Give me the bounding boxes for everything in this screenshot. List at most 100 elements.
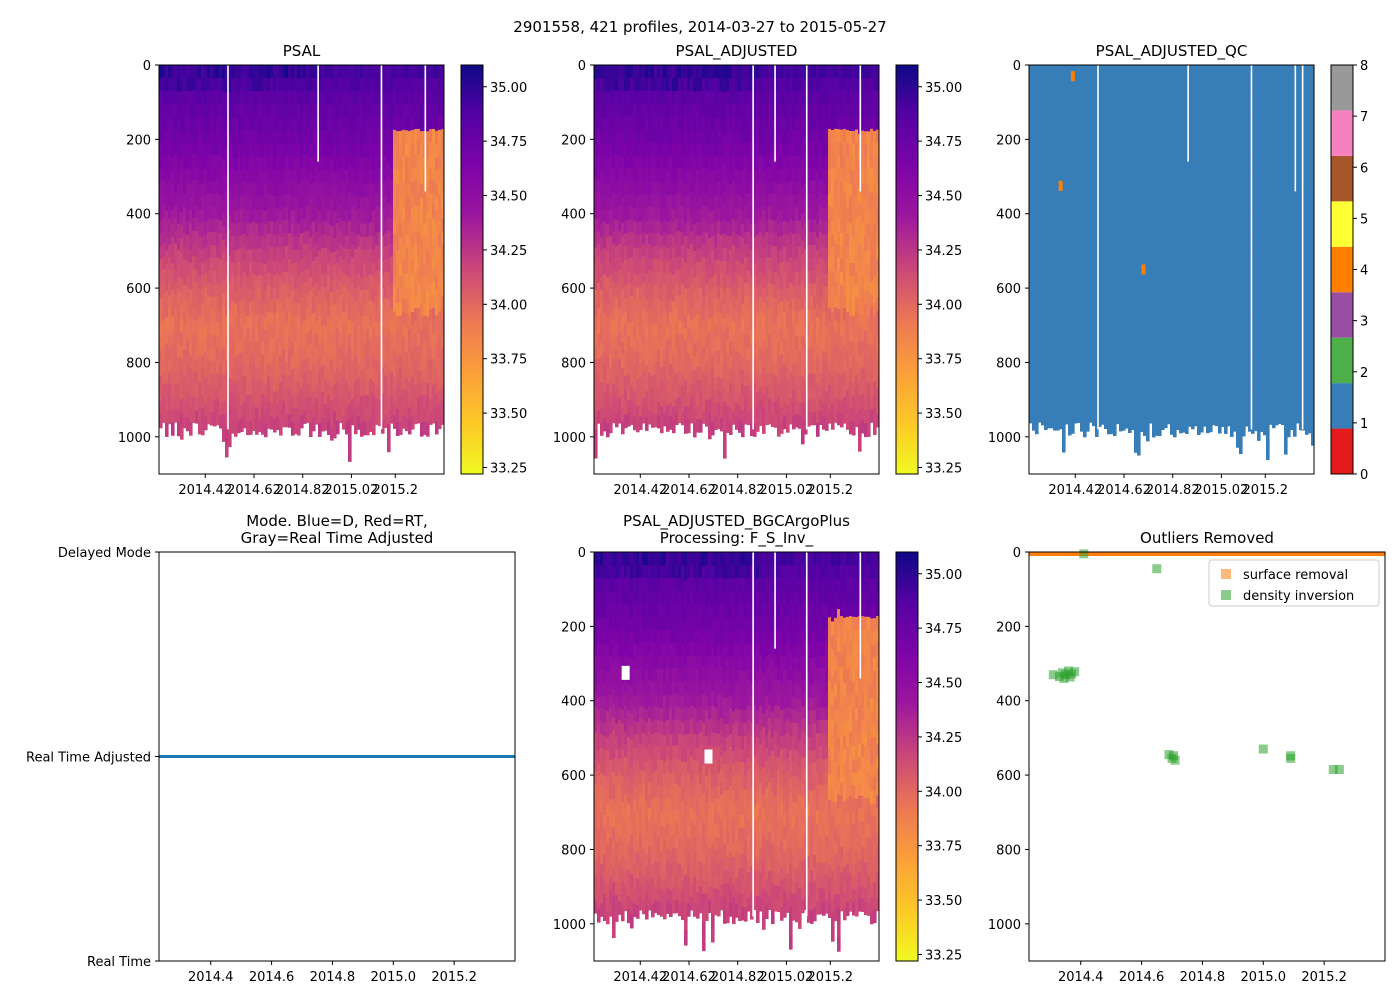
- heatmap-cell: [603, 208, 607, 223]
- heatmap-cell: [624, 259, 628, 273]
- heatmap-cell: [381, 170, 385, 184]
- heatmap-cell: [384, 181, 388, 196]
- heatmap-cell: [786, 287, 790, 302]
- heatmap-cell: [168, 372, 172, 386]
- heatmap-cell: [702, 256, 706, 271]
- heatmap-cell: [825, 417, 829, 431]
- heatmap-cell: [159, 194, 163, 209]
- heatmap-cell: [636, 195, 640, 210]
- heatmap-cell: [378, 399, 382, 414]
- heatmap-cell: [333, 291, 337, 306]
- heatmap-cell: [426, 369, 430, 384]
- heatmap-cell: [828, 218, 832, 232]
- heatmap-cell: [729, 368, 733, 383]
- heatmap-cell: [657, 155, 661, 170]
- heatmap-cell: [369, 313, 373, 328]
- heatmap-cell: [642, 307, 646, 322]
- heatmap-cell: [165, 144, 169, 159]
- heatmap-cell: [696, 235, 700, 250]
- heatmap-cell: [765, 193, 769, 207]
- heatmap-cell: [828, 269, 832, 283]
- heatmap-cell: [660, 366, 664, 381]
- heatmap-cell: [348, 220, 352, 236]
- heatmap-cell: [192, 179, 196, 194]
- heatmap-cell: [399, 196, 403, 211]
- heatmap-cell: [165, 224, 169, 238]
- heatmap-cell: [315, 347, 319, 361]
- heatmap-cell: [336, 183, 340, 198]
- heatmap-cell: [636, 130, 640, 145]
- heatmap-cell: [666, 78, 670, 92]
- heatmap-cell: [315, 218, 319, 233]
- heatmap-cell: [657, 337, 661, 351]
- heatmap-cell: [237, 117, 241, 132]
- heatmap-cell: [345, 275, 349, 290]
- heatmap-cell: [672, 65, 676, 79]
- heatmap-cell: [273, 392, 277, 407]
- heatmap-cell: [363, 315, 367, 330]
- heatmap-cell: [675, 103, 679, 117]
- heatmap-cell: [336, 209, 340, 224]
- heatmap-cell: [384, 401, 388, 416]
- heatmap-cell: [402, 311, 406, 325]
- heatmap-cell: [831, 390, 835, 404]
- heatmap-cell: [723, 191, 727, 206]
- heatmap-cell: [165, 250, 169, 265]
- heatmap-cell: [306, 192, 310, 206]
- heatmap-cell: [213, 284, 217, 298]
- heatmap-cell: [210, 322, 214, 336]
- heatmap-cell: [186, 78, 190, 92]
- heatmap-cell: [216, 399, 220, 413]
- heatmap-cell: [729, 91, 733, 106]
- heatmap-cell: [258, 300, 262, 315]
- heatmap-cell: [633, 312, 637, 327]
- heatmap-cell: [738, 196, 742, 210]
- heatmap-cell: [801, 349, 805, 364]
- heatmap-cell: [813, 373, 817, 387]
- heatmap-cell: [180, 171, 184, 186]
- heatmap-cell: [789, 334, 793, 348]
- heatmap-cell: [696, 117, 700, 132]
- heatmap-cell: [321, 117, 325, 131]
- heatmap-cell: [177, 422, 181, 437]
- heatmap-cell: [411, 221, 415, 235]
- heatmap-cell: [801, 186, 805, 201]
- heatmap-cell: [831, 273, 835, 287]
- heatmap-cell: [636, 209, 640, 223]
- heatmap-cell: [651, 181, 655, 195]
- heatmap-cell: [804, 302, 808, 316]
- heatmap-cell: [675, 193, 679, 207]
- heatmap-cell: [723, 121, 727, 136]
- heatmap-cell: [684, 393, 688, 408]
- heatmap-cell: [621, 407, 625, 422]
- heatmap-cell: [612, 256, 616, 270]
- heatmap-cell: [222, 199, 226, 214]
- heatmap-cell: [597, 295, 601, 309]
- heatmap-cell: [234, 184, 238, 199]
- heatmap-cell: [423, 196, 427, 211]
- heatmap-cell: [732, 65, 736, 79]
- heatmap-cell: [606, 197, 610, 212]
- heatmap-cell: [684, 143, 688, 158]
- heatmap-cell: [648, 359, 652, 374]
- heatmap-cell: [294, 130, 298, 145]
- heatmap-cell: [681, 244, 685, 259]
- heatmap-cell: [603, 195, 607, 210]
- heatmap-cell: [411, 351, 415, 365]
- heatmap-cell: [636, 182, 640, 197]
- heatmap-cell: [747, 142, 751, 156]
- heatmap-cell: [360, 210, 364, 225]
- heatmap-cell: [693, 357, 697, 371]
- heatmap-cell: [201, 342, 205, 357]
- heatmap-cell: [273, 261, 277, 276]
- heatmap-cell: [261, 328, 265, 343]
- heatmap-cell: [834, 281, 838, 296]
- heatmap-cell: [615, 103, 619, 118]
- heatmap-cell: [390, 371, 394, 386]
- heatmap-cell: [645, 351, 649, 366]
- heatmap-cell: [378, 361, 382, 375]
- heatmap-cell: [645, 130, 649, 144]
- heatmap-cell: [660, 130, 664, 145]
- heatmap-cell: [258, 104, 262, 118]
- heatmap-cell: [822, 299, 826, 313]
